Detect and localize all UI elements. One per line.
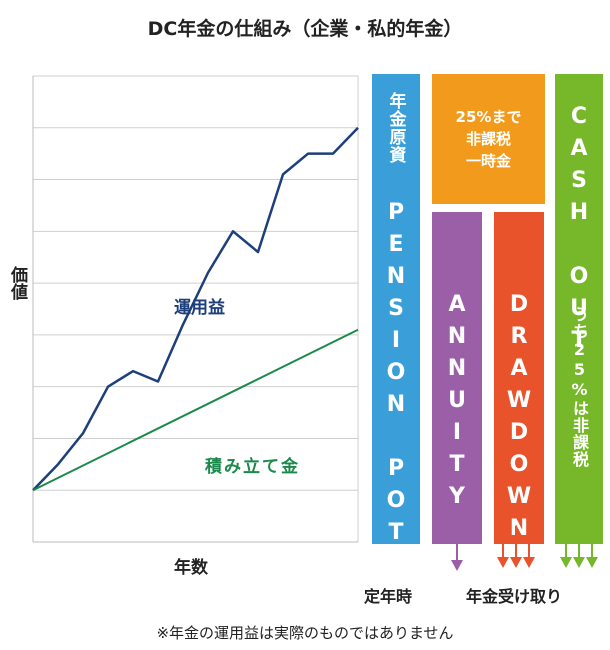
lump-sum-line-1: 25%まで <box>455 108 522 126</box>
cash-out-tax-free-label: うち25%は非課税 <box>570 306 589 468</box>
y-axis-label: 価値 <box>7 266 27 300</box>
investment-gain-line <box>32 126 359 492</box>
cash-out-label: CASH OUT <box>566 104 592 360</box>
annuity-arrow <box>451 526 463 571</box>
lump-sum-line-2: 非課税 <box>465 130 511 148</box>
annuity-label: ANNUITY <box>444 292 470 516</box>
contributions-line <box>32 328 359 492</box>
retirement-label: 定年時 <box>364 587 413 606</box>
disclaimer-note: ※年金の運用益は実際のものではありません <box>156 624 454 642</box>
cash-out-arrows <box>560 526 598 568</box>
x-axis-label: 年数 <box>174 558 208 578</box>
annuity-column: ANNUITY <box>432 212 482 544</box>
investment-gain-label: 運用益 <box>174 298 225 318</box>
drawdown-column: DRAWDOWN <box>494 212 544 548</box>
pension-pot-column: 年金原資 PENSION POT <box>372 74 420 552</box>
pension-pot-jp-label: 年金原資 <box>385 92 406 164</box>
drawdown-arrows <box>497 526 535 568</box>
lump-sum-line-3: 一時金 <box>465 152 511 170</box>
pension-pot-en-label: PENSION POT <box>383 200 409 552</box>
pension-receipt-label: 年金受け取り <box>466 587 563 606</box>
drawdown-label: DRAWDOWN <box>506 292 532 548</box>
tax-free-lump-sum-box: 25%まで 非課税 一時金 <box>432 74 545 204</box>
contributions-label: 積み立て金 <box>205 457 300 477</box>
chart-series <box>32 126 359 492</box>
cash-out-column: CASH OUT うち25%は非課税 <box>555 74 603 544</box>
page-title: DC年金の仕組み（企業・私的年金） <box>147 18 463 40</box>
